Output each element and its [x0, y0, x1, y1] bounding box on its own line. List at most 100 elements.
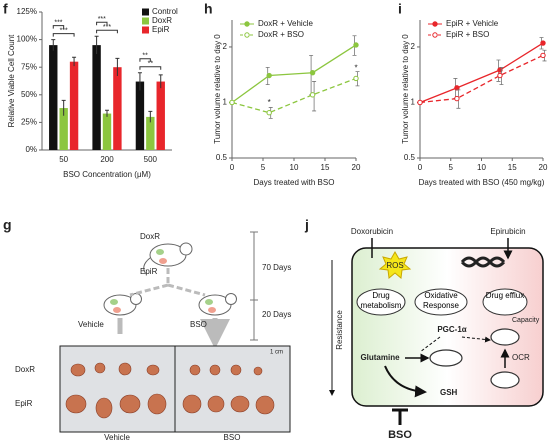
point	[497, 67, 503, 73]
gsh: GSH	[440, 388, 458, 397]
cell	[351, 247, 544, 407]
bar	[113, 67, 122, 150]
bar	[135, 81, 145, 150]
treatment: BSO	[190, 320, 207, 329]
series-line	[419, 54, 544, 104]
point	[540, 40, 546, 46]
legend-swatch	[142, 8, 149, 16]
point	[353, 75, 359, 82]
x-tick-label: 5	[261, 163, 266, 172]
drug: Epirubicin	[490, 227, 525, 236]
point	[353, 42, 359, 48]
process	[356, 288, 406, 316]
error-bar	[94, 35, 99, 54]
bracket	[96, 29, 118, 34]
row-label: DoxR	[15, 365, 35, 374]
point	[309, 70, 316, 76]
x-tick-label: 10	[290, 163, 299, 172]
x-tick-label: 15	[508, 163, 517, 172]
significance: ***	[98, 16, 106, 23]
mouse	[103, 242, 237, 316]
point	[417, 99, 423, 106]
column-label: Vehicle	[104, 433, 130, 442]
resistance: Resistance	[335, 310, 344, 350]
x-tick-label: 0	[230, 163, 235, 172]
point	[454, 85, 460, 91]
mouse-label: EpiR	[140, 267, 158, 276]
significance: ***	[60, 27, 68, 34]
significance: *	[354, 64, 357, 73]
drug: Doxorubicin	[351, 227, 393, 236]
y-tick-label: 2	[411, 42, 416, 51]
inhibition	[392, 408, 408, 425]
series-line	[419, 42, 544, 104]
legend-label: DoxR + Vehicle	[258, 19, 313, 28]
duration: 20 Days	[262, 310, 291, 319]
x-tick-label: 50	[59, 155, 68, 164]
x-tick-label: 20	[352, 163, 361, 172]
glutamine: Glutamine	[360, 353, 400, 362]
ros: ROS	[386, 261, 403, 270]
legend-marker	[432, 21, 438, 27]
process-label: Drug efflux	[485, 291, 525, 300]
pgc: PGC-1α	[437, 325, 466, 334]
process-box: Drug efflux	[485, 291, 525, 300]
bracket	[139, 58, 151, 62]
significance: ***	[103, 24, 111, 31]
timeline	[250, 231, 258, 341]
x-tick-label: 200	[100, 155, 114, 164]
bar	[59, 108, 68, 150]
y-tick-label: 100%	[17, 35, 37, 44]
bar	[156, 81, 165, 150]
panel-j: j Doxorubicin Epirubicin ROS Drug metabo…	[304, 217, 544, 441]
error-bar	[61, 99, 66, 116]
arrow	[384, 365, 427, 398]
duration: 70 Days	[262, 263, 291, 272]
tumors	[65, 362, 275, 419]
legend-label: DoxR	[152, 16, 172, 25]
error-bar	[158, 74, 163, 89]
process-label: Oxidative Response	[422, 291, 460, 310]
error-bar	[105, 109, 109, 117]
x-tick-label: 5	[449, 163, 454, 172]
legend-marker	[244, 32, 250, 38]
mitochondria	[429, 328, 520, 389]
process-box: Oxidative Response	[422, 291, 460, 310]
legend-marker	[432, 32, 438, 38]
x-tick-label: 0	[418, 163, 423, 172]
process-label: Drug metabolism	[360, 291, 402, 310]
row-label: EpiR	[15, 399, 33, 408]
panel-label: j	[304, 217, 309, 233]
treatment: Vehicle	[78, 320, 104, 329]
y-tick-label: 0%	[25, 145, 37, 154]
capacity: Capacity	[512, 317, 540, 324]
panel-g: g DoxR EpiR 70 Days 20 Days Vehicle BSO …	[3, 217, 291, 442]
x-axis-label: Days treated with BSO (450 mg/kg)	[419, 178, 545, 187]
y-tick-label: 25%	[21, 118, 37, 127]
bar	[102, 113, 112, 150]
y-axis-label: Tumor volume relative to day 0	[401, 34, 410, 144]
arrow	[117, 318, 215, 334]
x-tick-label: 15	[321, 163, 330, 172]
y-axis-label: Relative Viable Cell Count	[7, 34, 16, 128]
point	[266, 110, 272, 116]
point	[540, 52, 546, 59]
point	[266, 72, 272, 79]
bracket	[52, 33, 75, 37]
legend-label: EpiR	[152, 25, 170, 34]
arrow	[371, 238, 508, 258]
series-line	[231, 44, 357, 104]
error-bar	[148, 110, 153, 123]
charts: f 0% 25% 50% 75% 100% 125% Relative Viable Cell…	[3, 1, 548, 187]
series-line	[231, 77, 357, 114]
y-tick-label: 0.5	[216, 153, 228, 162]
column-label: BSO	[224, 433, 241, 442]
scale-label: 1 cm	[270, 350, 283, 356]
x-tick-label: 500	[144, 155, 158, 164]
arrow	[419, 337, 490, 353]
bar	[92, 45, 101, 151]
significance: **	[148, 61, 154, 68]
panel-label: f	[3, 1, 8, 17]
significance: **	[142, 53, 148, 60]
legend-label: EpiR + BSO	[446, 30, 489, 39]
